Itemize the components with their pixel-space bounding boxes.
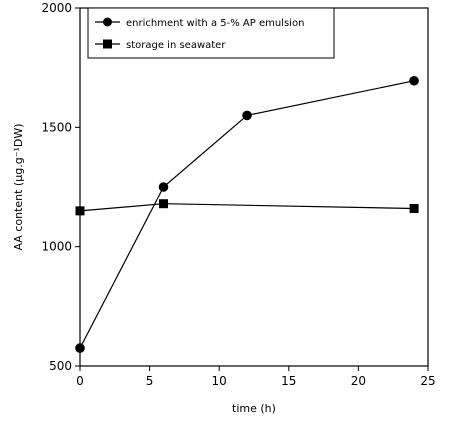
x-tick-label: 15 [281,374,296,388]
x-tick-label: 0 [76,374,84,388]
legend: enrichment with a 5-% AP emulsion storag… [87,7,335,59]
data-point-square [409,203,419,213]
data-point-circle [158,182,169,192]
y-tick-label: 2000 [41,1,72,15]
plot-frame [79,7,429,367]
y-axis-label: AA content (µg.g⁻¹DW) [12,123,25,250]
legend-label-enrichment: enrichment with a 5-% AP emulsion [126,18,304,29]
x-tick-label: 20 [351,374,366,388]
data-point-square [75,206,85,216]
series-line-0 [79,80,415,349]
data-point-circle [409,75,419,86]
data-point-circle [75,343,85,353]
legend-label-seawater: storage in seawater [126,40,226,51]
y-tick-label: 1000 [41,240,72,254]
legend-marker-enrichment [103,17,112,27]
data-point-circle [242,110,252,121]
x-tick-label: 10 [212,374,227,388]
y-tick-label: 500 [49,359,72,373]
legend-box [87,7,335,59]
legend-marker-seawater [103,39,112,49]
series-line-1 [79,203,415,212]
x-tick-label: 5 [146,374,154,388]
y-tick-label: 1500 [41,120,72,134]
series-layer [75,75,419,353]
x-axis-label: time (h) [232,402,276,415]
axis-ticks: 0 5 10 15 20 25 500 1000 1500 2000 [41,1,435,388]
data-point-square [159,199,169,209]
x-tick-label: 25 [420,374,435,388]
